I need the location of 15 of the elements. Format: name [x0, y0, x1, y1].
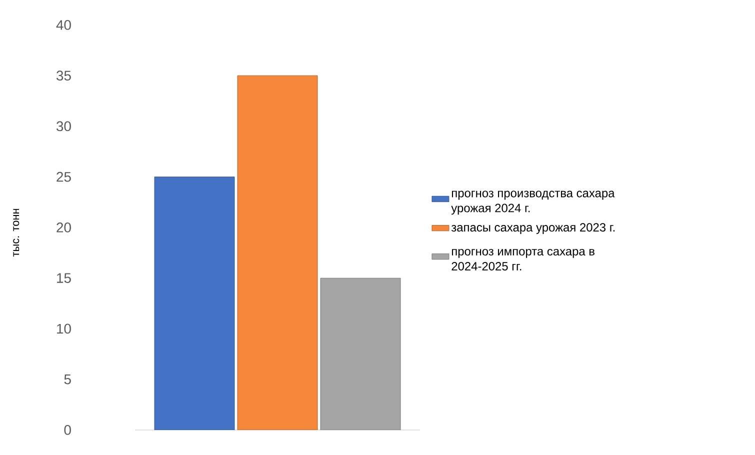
bar	[237, 75, 318, 430]
y-tick-label: 10	[57, 324, 71, 334]
y-axis-title: тыс. тонн	[13, 208, 20, 257]
bar	[154, 176, 235, 430]
y-tick-label: 35	[56, 70, 71, 81]
legend-label: прогноз импорта сахара в 2024-2025 гг.	[452, 248, 594, 270]
y-tick-label: 0	[64, 425, 71, 435]
y-tick-label: 5	[64, 374, 71, 384]
y-tick-label: 25	[56, 172, 71, 182]
legend-label: прогноз производства сахара урожая 2024 г.	[451, 190, 615, 215]
y-tick-label: 30	[56, 121, 71, 132]
y-tick-label: 40	[56, 20, 71, 30]
y-tick-label: 15	[57, 273, 71, 283]
y-tick-label: 20	[56, 222, 71, 232]
legend-label: запасы сахара урожая 2023 г.	[451, 223, 615, 234]
